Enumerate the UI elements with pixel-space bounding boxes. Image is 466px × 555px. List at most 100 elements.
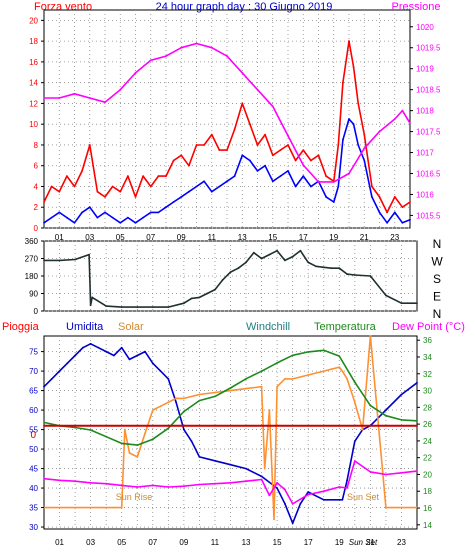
data-point xyxy=(400,419,403,421)
data-point xyxy=(338,267,341,270)
data-point xyxy=(167,401,170,404)
data-point xyxy=(369,404,372,407)
data-point xyxy=(210,190,213,193)
data-point xyxy=(58,190,61,193)
data-point xyxy=(73,221,76,224)
data-point xyxy=(357,144,360,146)
data-point xyxy=(113,506,115,509)
y-left-tick-label: 4 xyxy=(34,182,39,191)
data-point xyxy=(214,395,216,398)
y-left-tick-label: 50 xyxy=(29,445,38,454)
data-point xyxy=(159,405,162,408)
y-right-tick-label: 36 xyxy=(423,336,432,345)
data-point xyxy=(151,484,154,487)
data-point xyxy=(58,479,61,482)
data-point xyxy=(151,306,154,308)
y-left-tick-label: 0 xyxy=(34,307,39,316)
y-right-tick-label: 1019.5 xyxy=(416,44,441,53)
y-left-tick-label: 6 xyxy=(34,162,39,171)
data-point xyxy=(353,381,356,384)
y-right-tick-label: 22 xyxy=(423,454,432,463)
data-point xyxy=(357,102,360,105)
data-point xyxy=(206,292,209,295)
data-point xyxy=(260,385,263,388)
data-point xyxy=(180,154,183,157)
data-point xyxy=(221,279,224,281)
data-point xyxy=(136,444,139,446)
data-point xyxy=(233,175,236,178)
x-tick-label: 11 xyxy=(211,538,220,547)
data-point xyxy=(142,175,145,178)
y-left-tick-label: 40 xyxy=(29,484,38,493)
data-point xyxy=(273,518,275,521)
dewpoint-axis-title: Dew Point (°C) xyxy=(392,321,465,333)
y-left-tick-label: 70 xyxy=(29,367,38,376)
data-point xyxy=(144,432,146,435)
y-right-tick-label: 32 xyxy=(423,370,432,379)
data-point xyxy=(348,40,350,42)
data-point xyxy=(195,42,198,45)
data-point xyxy=(271,180,274,183)
data-point xyxy=(136,486,139,488)
data-point xyxy=(325,196,327,198)
data-point xyxy=(287,134,289,137)
x-tick-label: 05 xyxy=(117,538,126,547)
data-point xyxy=(74,480,76,483)
data-point xyxy=(43,424,45,427)
data-point xyxy=(73,92,76,95)
data-point xyxy=(172,201,175,203)
data-point xyxy=(149,211,152,214)
data-point xyxy=(294,159,297,162)
data-point xyxy=(245,261,247,264)
data-point xyxy=(165,175,167,178)
data-point xyxy=(119,221,122,224)
data-point xyxy=(409,201,411,203)
data-point xyxy=(136,306,139,308)
data-point xyxy=(96,190,99,193)
data-point xyxy=(363,133,366,136)
data-point xyxy=(353,440,356,443)
data-point xyxy=(393,196,396,198)
data-point xyxy=(369,275,372,277)
data-point xyxy=(157,211,160,214)
data-point xyxy=(210,46,213,49)
data-point xyxy=(241,154,244,157)
data-point xyxy=(43,201,45,203)
data-point xyxy=(165,55,167,57)
compass-direction-label: S xyxy=(433,272,441,286)
data-point xyxy=(218,149,221,152)
data-point xyxy=(401,109,404,112)
data-point xyxy=(74,354,76,357)
data-point xyxy=(401,206,404,209)
wind-direction-plot-area xyxy=(43,240,418,312)
data-point xyxy=(310,185,312,188)
data-point xyxy=(353,460,356,462)
data-point xyxy=(346,487,348,489)
data-point xyxy=(385,473,387,476)
data-point xyxy=(159,370,162,372)
data-point xyxy=(188,164,190,167)
data-point xyxy=(105,350,108,353)
data-point xyxy=(167,378,170,380)
data-point xyxy=(43,259,45,262)
data-point xyxy=(134,196,137,198)
data-point xyxy=(284,259,286,262)
data-point xyxy=(203,180,206,183)
data-point xyxy=(180,46,183,49)
data-point xyxy=(252,251,255,254)
data-point xyxy=(260,370,263,373)
x-tick-label: 19 xyxy=(329,233,338,242)
data-point xyxy=(245,377,247,380)
y-left-tick-label: 180 xyxy=(25,272,39,281)
x-tick-label: 01 xyxy=(55,538,64,547)
data-point xyxy=(299,502,302,505)
data-point xyxy=(322,349,325,352)
data-point xyxy=(291,378,294,380)
data-point xyxy=(58,259,61,262)
data-point xyxy=(371,196,373,198)
data-point xyxy=(361,428,364,431)
data-point xyxy=(338,486,341,488)
